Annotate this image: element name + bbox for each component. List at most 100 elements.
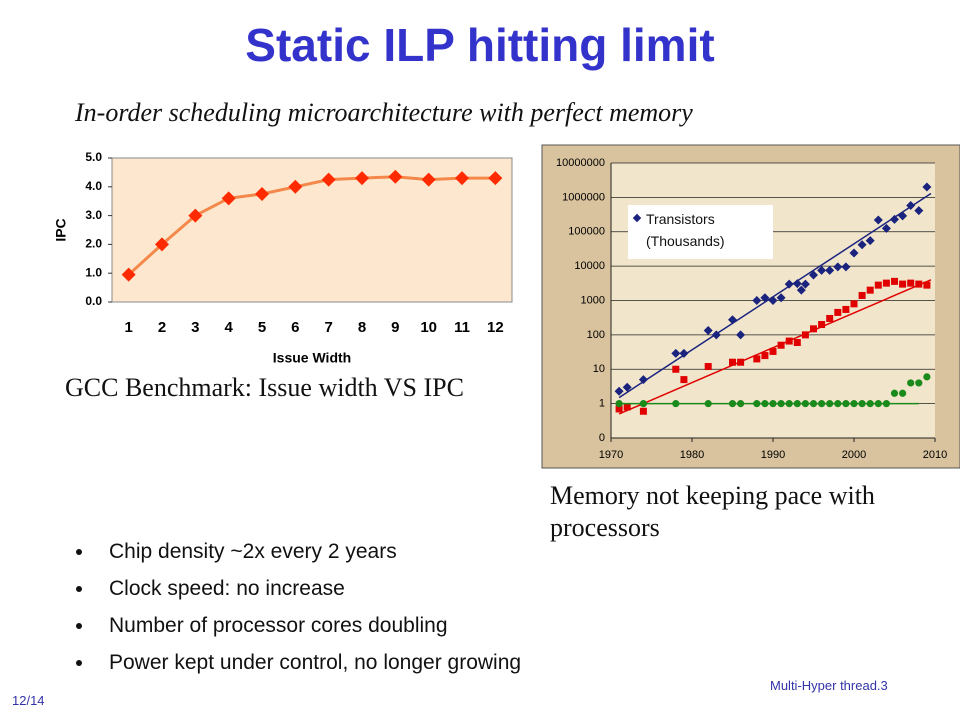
- x-tick-label: 2: [158, 319, 166, 336]
- y-tick-label: 100: [587, 329, 605, 341]
- x-tick-label: 10: [420, 319, 437, 336]
- point: [817, 265, 827, 275]
- point: [615, 405, 623, 413]
- x-tick-label: 5: [258, 319, 266, 336]
- point: [761, 352, 769, 360]
- point: [890, 389, 899, 397]
- point: [841, 262, 851, 272]
- y-tick-label: 10000000: [556, 157, 605, 169]
- point: [792, 279, 802, 289]
- point: [321, 172, 336, 187]
- caption: GCC Benchmark: Issue width VS IPC: [65, 373, 464, 402]
- bullet: Chip density ~2x every 2 years: [95, 540, 521, 564]
- y-tick-label: 1.0: [85, 265, 102, 279]
- x-tick-label: 4: [224, 319, 233, 336]
- x-tick-label: 2000: [842, 449, 866, 461]
- x-tick-label: 1970: [599, 449, 623, 461]
- point: [890, 214, 899, 224]
- point: [614, 386, 624, 396]
- point: [255, 187, 269, 201]
- point: [672, 365, 680, 373]
- point: [850, 300, 858, 308]
- point: [907, 279, 915, 287]
- point: [752, 296, 762, 305]
- x-tick-label: 1980: [680, 449, 704, 461]
- point: [899, 389, 907, 397]
- point: [801, 331, 809, 339]
- x-tick-label: 7: [324, 319, 332, 336]
- point: [865, 236, 875, 246]
- point: [388, 169, 403, 184]
- point: [736, 330, 746, 340]
- x-tick-label: 1990: [761, 449, 785, 461]
- point: [796, 285, 806, 295]
- trend-line: [618, 192, 932, 399]
- x-tick-label: 6: [291, 319, 299, 336]
- y-tick-label: 1000000: [562, 191, 605, 203]
- point: [914, 206, 924, 216]
- point: [825, 265, 835, 275]
- point: [866, 286, 874, 294]
- point: [680, 376, 688, 384]
- point: [833, 262, 843, 272]
- y-tick-label: 5.0: [85, 150, 102, 164]
- title: Static ILP hitting limit: [245, 19, 715, 71]
- x-axis-label: Issue Width: [273, 350, 351, 366]
- x-tick-label: 11: [454, 319, 470, 336]
- point: [922, 182, 932, 192]
- x-tick-label: 9: [391, 319, 399, 336]
- point: [818, 321, 826, 329]
- point: [455, 171, 469, 186]
- point: [857, 240, 867, 250]
- x-tick-label: 8: [358, 319, 366, 336]
- point: [923, 373, 931, 381]
- y-tick-label: 3.0: [85, 208, 102, 222]
- subtitle: In-order scheduling microarchitecture wi…: [75, 98, 693, 127]
- point: [188, 208, 203, 223]
- point: [915, 379, 923, 387]
- y-tick-label: 100000: [568, 226, 605, 238]
- point: [874, 281, 882, 289]
- point: [639, 407, 647, 415]
- bullet-list: Chip density ~2x every 2 years Clock spe…: [75, 540, 521, 688]
- point: [753, 355, 761, 363]
- point: [858, 291, 866, 299]
- point: [355, 171, 369, 186]
- y-tick-label: 0: [599, 432, 605, 444]
- point: [488, 171, 503, 186]
- point: [623, 403, 631, 411]
- point: [915, 280, 923, 288]
- legend-marker: [632, 213, 642, 223]
- footer: Multi-Hyper thread.3: [770, 678, 888, 693]
- point: [891, 277, 898, 285]
- point: [834, 308, 842, 316]
- x-tick-label: 12: [487, 319, 504, 336]
- point: [793, 339, 801, 347]
- point: [769, 347, 777, 355]
- point: [881, 223, 891, 233]
- point: [826, 314, 834, 322]
- point: [809, 270, 818, 280]
- y-tick-label: 2.0: [85, 237, 102, 251]
- x-tick-label: 1: [124, 319, 132, 336]
- bullet: Number of processor cores doubling: [95, 614, 521, 638]
- page-number: 12/14: [12, 693, 45, 708]
- point: [923, 281, 931, 289]
- y-tick-label: 10000: [574, 260, 605, 272]
- point: [849, 248, 859, 258]
- legend-label: Transistors (Thousands): [646, 211, 725, 249]
- point: [777, 341, 785, 349]
- point: [638, 375, 648, 385]
- point: [421, 172, 436, 187]
- caption: Memory not keeping pace with processors: [550, 481, 875, 542]
- point: [784, 279, 794, 289]
- legend: Transistors (Thousands): [628, 205, 773, 259]
- point: [704, 363, 712, 371]
- y-tick-label: 0.0: [85, 294, 102, 308]
- y-tick-label: 10: [593, 363, 605, 375]
- point: [155, 237, 169, 252]
- point: [729, 358, 736, 366]
- point: [679, 348, 689, 358]
